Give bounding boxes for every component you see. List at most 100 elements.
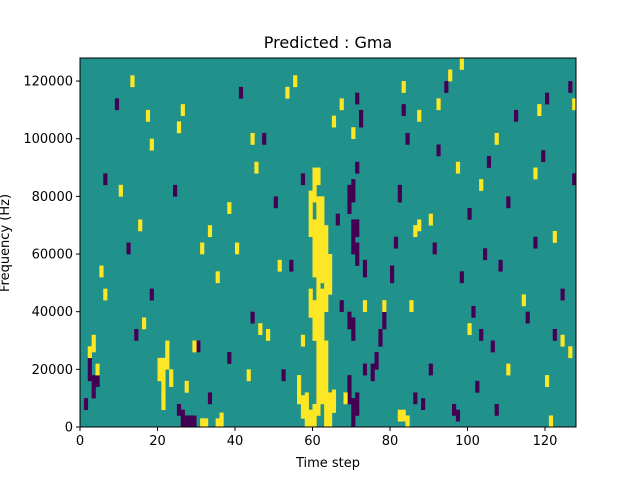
heatmap-cell-high bbox=[207, 225, 213, 238]
heatmap-cell-low bbox=[238, 86, 244, 99]
heatmap-cell-low bbox=[180, 409, 185, 428]
heatmap-cell-low bbox=[490, 340, 495, 353]
heatmap-cell-low bbox=[432, 242, 437, 255]
heatmap-cell-low bbox=[560, 288, 565, 301]
heatmap-cell-high bbox=[161, 357, 166, 399]
heatmap-cell-low bbox=[300, 173, 306, 186]
y-tick-label: 60000 bbox=[32, 248, 73, 263]
heatmap-cell-low bbox=[347, 311, 352, 330]
heatmap-cell-high bbox=[448, 69, 453, 82]
x-axis-ticks: 0 20 40 60 80 100 120 bbox=[76, 427, 558, 449]
heatmap-cell-low bbox=[87, 357, 92, 382]
heatmap-cell-high bbox=[397, 409, 402, 422]
heatmap-cell-high bbox=[552, 230, 557, 243]
heatmap-cell-low bbox=[390, 265, 395, 284]
heatmap-cell-high bbox=[320, 288, 325, 405]
heatmap-cell-high bbox=[312, 300, 317, 341]
heatmap-cell-low bbox=[362, 363, 368, 376]
heatmap-cell-low bbox=[378, 328, 383, 347]
y-axis-label: Frequency (Hz) bbox=[0, 194, 13, 292]
heatmap-cell-low bbox=[552, 328, 557, 341]
heatmap-cell-low bbox=[289, 259, 294, 272]
y-tick-label: 0 bbox=[65, 421, 73, 436]
heatmap-cell-high bbox=[401, 409, 406, 422]
heatmap-cell-high bbox=[138, 219, 143, 232]
heatmap-cell-high bbox=[417, 109, 422, 122]
heatmap-cell-low bbox=[83, 398, 89, 410]
heatmap-cell-high bbox=[145, 109, 151, 122]
heatmap-cell-low bbox=[355, 161, 360, 174]
heatmap-cell-high bbox=[331, 115, 337, 128]
heatmap-cell-low bbox=[103, 173, 108, 186]
heatmap-cell-low bbox=[227, 352, 232, 364]
heatmap-cell-high bbox=[130, 75, 135, 88]
heatmap-cell-high bbox=[459, 58, 464, 70]
heatmap-cell-low bbox=[355, 92, 360, 105]
heatmap-cell-high bbox=[285, 86, 290, 99]
heatmap-cell-low bbox=[347, 184, 352, 214]
heatmap-cell-high bbox=[246, 369, 251, 382]
heatmap-cell-low bbox=[281, 369, 286, 382]
chart-title: Predicted : Gma bbox=[264, 33, 392, 52]
x-axis-label: Time step bbox=[295, 456, 360, 471]
heatmap-cell-high bbox=[87, 346, 92, 359]
heatmap-cell-low bbox=[444, 81, 449, 93]
heatmap-cell-high bbox=[99, 265, 104, 278]
heatmap-cell-low bbox=[506, 196, 511, 209]
heatmap-cell-low bbox=[498, 259, 503, 272]
heatmap-cell-high bbox=[316, 334, 321, 416]
heatmap-cell-high bbox=[401, 81, 406, 93]
heatmap-cell-high bbox=[324, 340, 329, 428]
x-tick-label: 120 bbox=[533, 434, 558, 449]
heatmap-cell-low bbox=[421, 398, 426, 410]
heatmap-cell-low bbox=[541, 150, 546, 163]
heatmap-cell-low bbox=[188, 415, 193, 428]
heatmap-cell-high bbox=[176, 121, 182, 134]
heatmap-cell-high bbox=[537, 104, 542, 116]
heatmap-cell-high bbox=[428, 213, 433, 226]
heatmap-cell-high bbox=[328, 392, 333, 428]
heatmap-cell-high bbox=[308, 288, 313, 318]
heatmap-area bbox=[80, 58, 577, 428]
heatmap-cell-low bbox=[134, 328, 139, 341]
heatmap-cell-high bbox=[343, 392, 348, 405]
heatmap-cell-high bbox=[521, 294, 526, 307]
heatmap-cell-high bbox=[235, 242, 240, 255]
heatmap-cell-low bbox=[351, 398, 356, 428]
heatmap-cell-high bbox=[227, 202, 232, 214]
heatmap-cell-high bbox=[297, 375, 302, 405]
heatmap-cell-low bbox=[471, 305, 476, 318]
heatmap-cell-low bbox=[355, 242, 360, 266]
heatmap-cell-low bbox=[173, 184, 178, 197]
heatmap-cell-low bbox=[355, 392, 360, 416]
heatmap-cell-high bbox=[200, 242, 205, 255]
heatmap-cell-low bbox=[405, 132, 410, 145]
heatmap-cell-high bbox=[331, 389, 337, 413]
heatmap-cell-low bbox=[196, 340, 201, 353]
y-axis-ticks: 0 20000 40000 60000 80000 100000 120000 bbox=[23, 75, 80, 436]
heatmap-cell-low bbox=[397, 184, 402, 203]
heatmap-cell-low bbox=[514, 109, 519, 122]
heatmap-cell-high bbox=[405, 415, 410, 428]
plot-frame bbox=[79, 57, 577, 428]
heatmap-cell-low bbox=[351, 179, 356, 203]
heatmap-cell-high bbox=[413, 225, 418, 238]
heatmap-cell-high bbox=[300, 395, 306, 419]
y-tick-label: 100000 bbox=[23, 132, 73, 147]
heatmap-cell-low bbox=[355, 219, 360, 238]
heatmap-cell-high bbox=[436, 98, 441, 111]
heatmap-cell-low bbox=[176, 403, 182, 416]
heatmap-cell-high bbox=[339, 98, 344, 111]
x-tick-label: 40 bbox=[227, 434, 244, 449]
heatmap-cell-low bbox=[393, 236, 399, 249]
heatmap-cell-high bbox=[467, 323, 472, 336]
heatmap-cell-low bbox=[192, 415, 197, 428]
heatmap-cell-high bbox=[304, 392, 309, 428]
heatmap-cell-high bbox=[192, 340, 197, 353]
heatmap-cell-high bbox=[161, 392, 166, 411]
heatmap-cell-low bbox=[483, 248, 488, 261]
heatmap-cell-low bbox=[436, 144, 441, 157]
heatmap-cell-low bbox=[428, 363, 433, 376]
heatmap-cell-high bbox=[142, 317, 147, 330]
heatmap-cell-high bbox=[568, 346, 573, 359]
